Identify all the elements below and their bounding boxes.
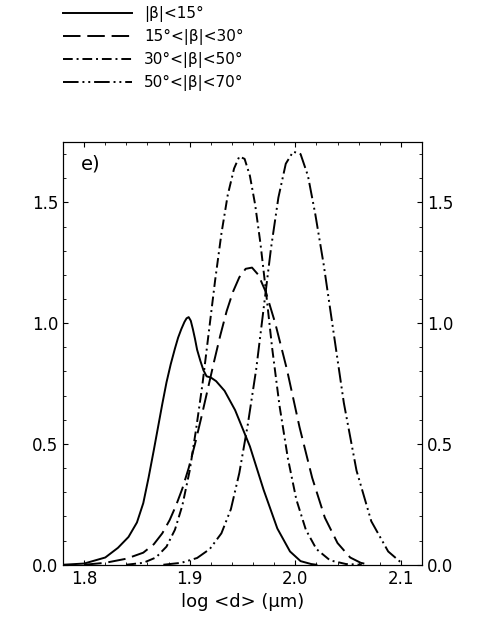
Legend: |β|<15°, 15°<|β|<30°, 30°<|β|<50°, 50°<|β|<70°: |β|<15°, 15°<|β|<30°, 30°<|β|<50°, 50°<|… (63, 6, 243, 91)
X-axis label: log <d> (μm): log <d> (μm) (181, 593, 303, 611)
Text: e): e) (81, 155, 100, 174)
